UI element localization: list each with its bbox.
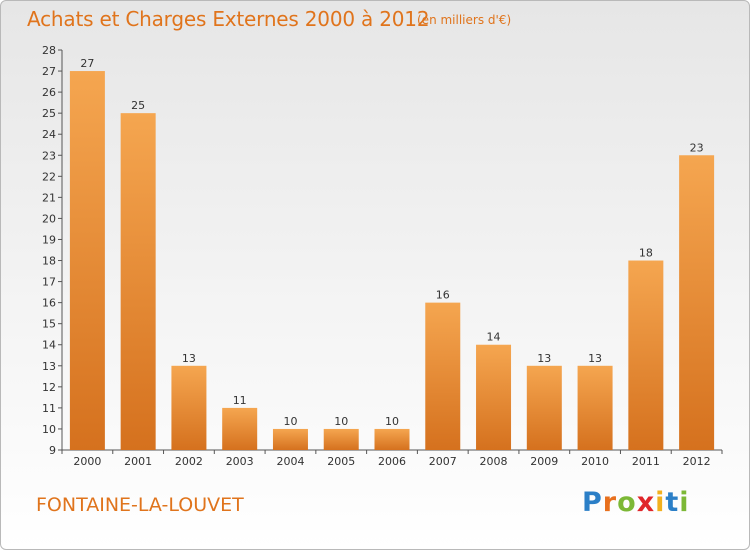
y-tick-label: 23 bbox=[42, 149, 56, 162]
brand-letter: x bbox=[636, 487, 656, 518]
bar-2001 bbox=[120, 113, 156, 450]
chart-title: Achats et Charges Externes 2000 à 2012 bbox=[27, 7, 430, 31]
x-tick-label: 2008 bbox=[480, 455, 508, 468]
y-tick-label: 10 bbox=[42, 423, 56, 436]
bar-2006 bbox=[374, 428, 410, 450]
data-label-2000: 27 bbox=[80, 57, 94, 70]
x-tick-label: 2004 bbox=[276, 455, 304, 468]
y-tick-label: 24 bbox=[42, 128, 56, 141]
y-tick-label: 22 bbox=[42, 170, 56, 183]
data-label-2005: 10 bbox=[334, 415, 348, 428]
y-tick-label: 20 bbox=[42, 212, 56, 225]
brand-letter: i bbox=[679, 487, 690, 518]
y-tick-label: 9 bbox=[49, 444, 56, 457]
x-tick-label: 2007 bbox=[429, 455, 457, 468]
y-tick-label: 14 bbox=[42, 339, 56, 352]
data-label-2012: 23 bbox=[690, 141, 704, 154]
brand-logo: Proxiti bbox=[582, 487, 690, 518]
brand-letter: i bbox=[655, 487, 666, 518]
bars: 27 25 13 11 10 10 10 16 14 13 13 18 23 bbox=[69, 57, 715, 450]
data-label-2003: 11 bbox=[233, 394, 247, 407]
y-tick-label: 26 bbox=[42, 86, 56, 99]
data-label-2001: 25 bbox=[131, 99, 145, 112]
data-label-2009: 13 bbox=[537, 352, 551, 365]
brand-letter: o bbox=[617, 487, 637, 518]
y-tick-label: 28 bbox=[42, 44, 56, 57]
y-tick-label: 19 bbox=[42, 233, 56, 246]
data-label-2010: 13 bbox=[588, 352, 602, 365]
bar-2005 bbox=[323, 428, 359, 450]
x-tick-label: 2011 bbox=[632, 455, 660, 468]
bar-2004 bbox=[272, 428, 308, 450]
data-label-2007: 16 bbox=[436, 289, 450, 302]
x-tick-label: 2003 bbox=[226, 455, 254, 468]
bar-2000 bbox=[69, 71, 105, 450]
data-label-2008: 14 bbox=[487, 331, 501, 344]
bar-2003 bbox=[222, 407, 258, 450]
data-label-2004: 10 bbox=[283, 415, 297, 428]
chart-subtitle: (en milliers d'€) bbox=[417, 13, 512, 27]
bar-2012 bbox=[679, 155, 715, 450]
data-label-2006: 10 bbox=[385, 415, 399, 428]
x-tick-label: 2005 bbox=[327, 455, 355, 468]
y-axis: 9 10 11 12 13 14 15 16 17 18 19 20 21 22 23 24 25 26 27 28 bbox=[42, 44, 63, 457]
y-tick-label: 25 bbox=[42, 107, 56, 120]
brand-letter: r bbox=[602, 487, 618, 518]
x-tick-label: 2009 bbox=[530, 455, 558, 468]
y-tick-label: 11 bbox=[42, 402, 56, 415]
y-tick-label: 16 bbox=[42, 297, 56, 310]
bar-2011 bbox=[628, 260, 664, 450]
y-tick-label: 18 bbox=[42, 255, 56, 268]
x-tick-label: 2006 bbox=[378, 455, 406, 468]
x-tick-label: 2000 bbox=[73, 455, 101, 468]
y-tick-label: 13 bbox=[42, 360, 56, 373]
x-tick-label: 2001 bbox=[124, 455, 152, 468]
x-tick-label: 2002 bbox=[175, 455, 203, 468]
data-label-2002: 13 bbox=[182, 352, 196, 365]
x-axis: 2000 2001 2002 2003 2004 2005 2006 2007 2008 2009… bbox=[61, 449, 723, 468]
x-tick-label: 2010 bbox=[581, 455, 609, 468]
y-tick-label: 17 bbox=[42, 276, 56, 289]
y-tick-label: 12 bbox=[42, 381, 56, 394]
bar-2010 bbox=[577, 365, 613, 450]
bar-2009 bbox=[526, 365, 562, 450]
bar-2007 bbox=[425, 302, 461, 450]
commune-name: FONTAINE-LA-LOUVET bbox=[36, 494, 244, 516]
x-tick-label: 2012 bbox=[683, 455, 711, 468]
data-label-2011: 18 bbox=[639, 247, 653, 260]
y-tick-label: 15 bbox=[42, 318, 56, 331]
bar-2008 bbox=[476, 344, 512, 450]
brand-letter: P bbox=[582, 487, 603, 518]
y-tick-label: 21 bbox=[42, 191, 56, 204]
y-tick-label: 27 bbox=[42, 65, 56, 78]
brand-letter: t bbox=[665, 487, 680, 518]
bar-2002 bbox=[171, 365, 207, 450]
